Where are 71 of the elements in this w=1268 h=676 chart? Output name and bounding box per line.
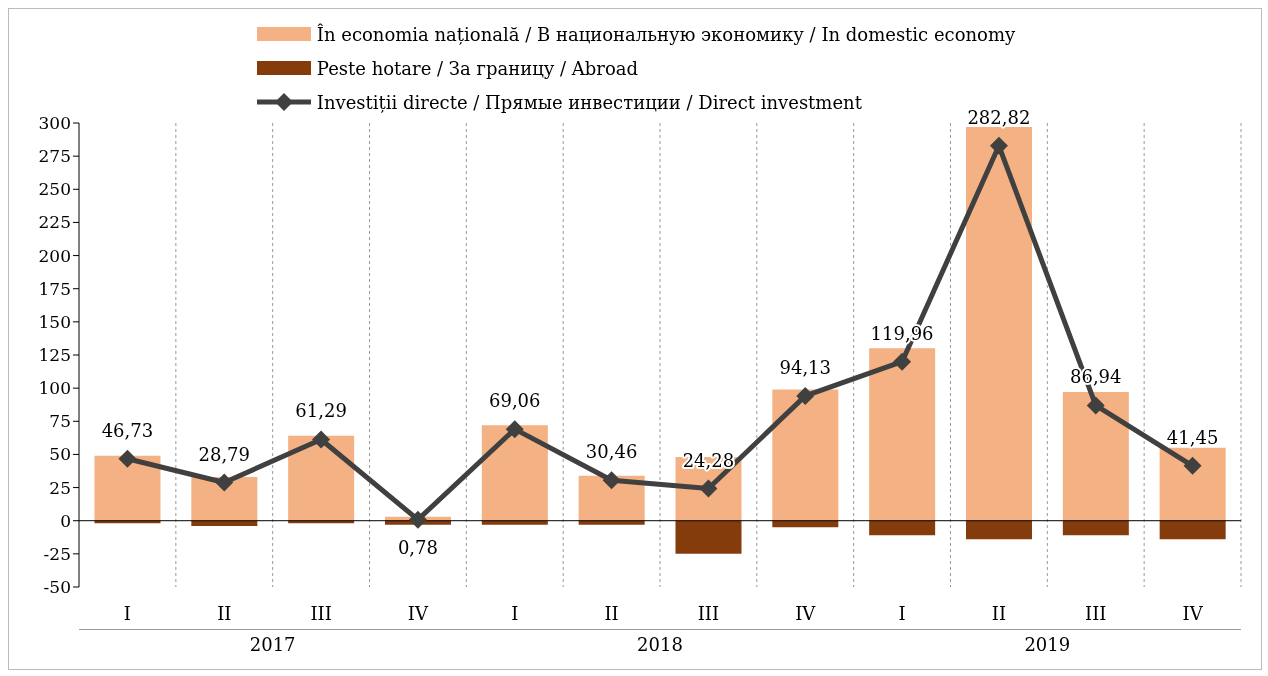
bar [94, 455, 161, 521]
point [1183, 456, 1202, 475]
y-tick-label: 300 [38, 113, 71, 134]
bar [1062, 520, 1129, 536]
data-label: 94,13 [779, 356, 832, 378]
text: 2017 [248, 633, 297, 657]
x-tick-label: III [697, 602, 720, 624]
point [215, 473, 234, 492]
x-tick-label: I [123, 602, 131, 624]
point [312, 430, 331, 449]
point [1086, 396, 1105, 415]
data-label: 30,46 [585, 441, 638, 463]
bar [191, 520, 258, 527]
bar [965, 520, 1032, 540]
point [989, 136, 1008, 155]
point [118, 449, 137, 468]
bar [772, 389, 839, 521]
y-tick-label: -50 [43, 577, 71, 598]
point [893, 352, 912, 371]
data-label: 0,78 [397, 536, 438, 558]
bar [869, 348, 936, 521]
data-label: 28,79 [198, 443, 251, 465]
y-tick-label: 25 [49, 477, 71, 498]
data-label: 61,29 [295, 400, 347, 422]
data-label: 24,28 [682, 449, 735, 471]
legend-label: Peste hotare / За границу / Abroad [316, 57, 639, 79]
bar [481, 520, 548, 525]
x-tick-label: IV [407, 602, 429, 624]
bar [1062, 392, 1129, 521]
x-tick-label: III [1085, 602, 1107, 624]
x-tick-label: II [991, 602, 1007, 624]
y-tick-label: 250 [38, 179, 71, 200]
y-tick-label: 75 [49, 411, 71, 432]
bar [965, 126, 1032, 521]
y-tick-label: 100 [38, 378, 71, 399]
y-tick-label: 275 [38, 146, 71, 167]
data-label: 282,82 [967, 106, 1031, 128]
bar [481, 425, 548, 521]
bar [578, 520, 645, 525]
x-tick-label: III [310, 602, 332, 624]
bar [288, 435, 355, 521]
bar [675, 520, 742, 554]
y-tick-label: 150 [38, 311, 71, 332]
x-tick-label: II [217, 602, 232, 624]
point [602, 471, 621, 490]
bar [869, 520, 936, 536]
bar [1159, 447, 1226, 521]
data-label: 41,45 [1166, 426, 1219, 448]
bar [772, 520, 839, 528]
x-tick-label: IV [795, 602, 817, 624]
text: 2019 [1023, 633, 1072, 657]
y-tick-label: 225 [38, 212, 71, 233]
y-tick-label: 50 [49, 444, 71, 465]
text: 2018 [636, 633, 684, 657]
bar [1159, 520, 1226, 540]
legend-label: Investiții directe / Прямые инвестиции / Direct investment [316, 91, 862, 113]
y-tick-label: 175 [38, 278, 71, 299]
x-tick-label: II [604, 602, 619, 624]
y-tick-label: 200 [38, 245, 71, 266]
x-tick-label: I [898, 602, 906, 624]
point [505, 420, 524, 439]
legend-label: În economia națională / В национальную экономику / In domestic economy [316, 23, 1016, 45]
y-tick-label: -25 [43, 543, 71, 564]
point [408, 510, 427, 529]
x-tick-label: I [511, 602, 519, 624]
x-tick-label: IV [1182, 602, 1204, 624]
y-tick-label: 0 [60, 510, 71, 531]
y-tick-label: 125 [38, 345, 71, 366]
data-label: 69,06 [488, 390, 541, 412]
data-label: 46,73 [101, 419, 154, 441]
point [796, 386, 815, 405]
